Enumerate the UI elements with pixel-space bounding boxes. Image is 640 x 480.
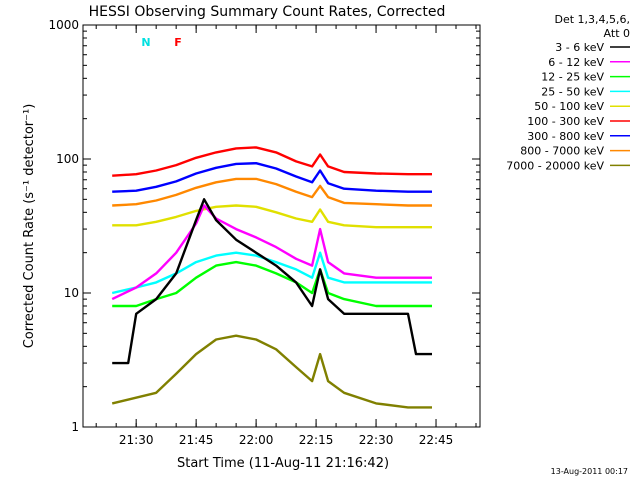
legend-label-300-800-kev: 300 - 800 keV [527, 130, 604, 143]
series-line-50-100-kev [112, 204, 432, 229]
series-line-7000-20000-kev [111, 334, 432, 409]
series-line-25-50-kev [111, 251, 432, 295]
y-tick-label: 1 [71, 420, 79, 434]
series-line-800-7000-kev [112, 177, 432, 207]
legend-label-12-25-kev: 12 - 25 keV [541, 71, 604, 84]
x-tick-label: 22:30 [359, 433, 394, 447]
legend-label-7000-20000-kev: 7000 - 20000 keV [506, 159, 604, 172]
y-tick-label: 1000 [48, 18, 79, 32]
annotation-f: F [174, 36, 182, 49]
x-axis: 21:30 21:45 22:00 22:15 22:30 22:45 [95, 25, 477, 447]
legend: Det 1,3,4,5,6, Att 0 3 - 6 keV 6 - 12 keV… [506, 13, 630, 172]
legend-label-6-12-kev: 6 - 12 keV [548, 56, 604, 69]
annotation-n: N [141, 36, 150, 49]
legend-label-50-100-kev: 50 - 100 keV [534, 100, 604, 113]
series-group [111, 146, 432, 409]
series-line-3-6-kev [112, 198, 432, 365]
legend-label-25-50-kev: 25 - 50 keV [541, 85, 604, 98]
x-tick-label: 21:30 [119, 433, 154, 447]
series-line-300-800-kev [112, 161, 432, 193]
chart-title: HESSI Observing Summary Count Rates, Cor… [89, 4, 446, 20]
series-line-100-300-kev [112, 146, 432, 177]
y-tick-label: 100 [56, 152, 79, 166]
series-line-6-12-kev [111, 204, 432, 301]
legend-header-detectors: Det 1,3,4,5,6, [554, 13, 630, 26]
y-tick-label: 10 [64, 286, 79, 300]
x-tick-label: 22:15 [299, 433, 334, 447]
legend-label-100-300-kev: 100 - 300 keV [527, 115, 604, 128]
y-axis: 1 10 100 1000 [48, 18, 480, 434]
x-axis-label: Start Time (11-Aug-11 21:16:42) [177, 456, 389, 471]
series-line-12-25-kev [112, 260, 432, 308]
legend-header-attenuator: Att 0 [604, 27, 630, 40]
legend-label-800-7000-kev: 800 - 7000 keV [520, 145, 604, 158]
x-tick-label: 22:45 [419, 433, 454, 447]
legend-label-3-6-kev: 3 - 6 keV [555, 41, 604, 54]
x-tick-label: 21:45 [179, 433, 214, 447]
x-tick-label: 22:00 [239, 433, 274, 447]
y-axis-label: Corrected Count Rate (s⁻¹ detector⁻¹) [22, 104, 37, 349]
plot-frame [82, 24, 481, 428]
footer-date: 13-Aug-2011 00:17 [551, 467, 628, 476]
